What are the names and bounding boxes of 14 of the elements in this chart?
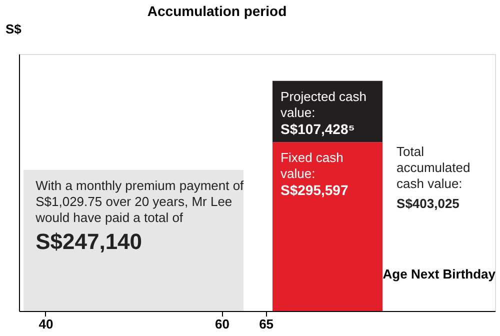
x-axis-title: Age Next Birthday (382, 266, 496, 282)
annotation: Fixed cash value: (280, 150, 344, 182)
x-tick-label: 60 (215, 316, 230, 332)
x-tick-label: 65 (259, 316, 274, 332)
data-label: S$107,428⁵ (280, 120, 355, 137)
total-label: S$403,025 (396, 196, 460, 211)
data-label: S$247,140 (36, 228, 142, 254)
y-axis-title: S$ (6, 22, 22, 36)
annotation: Total accumulated cash value: (396, 144, 470, 191)
data-label: S$295,597 (280, 182, 348, 198)
annotation: Projected cash value: (280, 88, 367, 120)
x-tick-label: 40 (38, 316, 54, 332)
chart-title: Accumulation period (147, 3, 287, 19)
annotation: With a monthly premium payment of S$1,029.75 over 20 years, Mr Lee would have paid a total of (34, 178, 244, 225)
